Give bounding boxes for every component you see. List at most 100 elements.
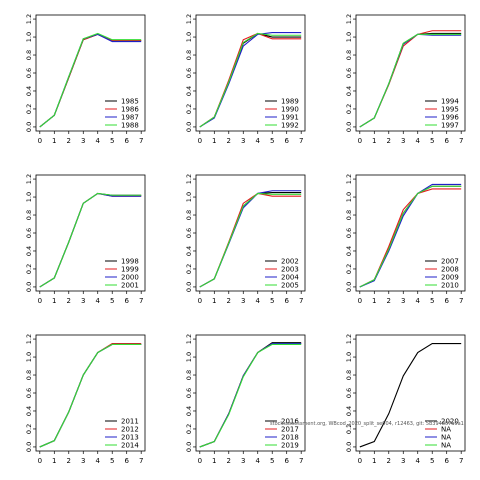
x-tick-label: 0	[198, 297, 202, 305]
x-tick-label: 2	[387, 137, 391, 145]
y-tick-label: 0.4	[25, 246, 33, 256]
legend-label: 1995	[441, 106, 459, 114]
legend-label: 2011	[121, 418, 139, 426]
chart-panel-7: 0 1 2 3 4 5 6 70.00.20.40.60.81.01.220112012201…	[25, 334, 146, 465]
y-tick-label: 0.4	[345, 86, 353, 96]
x-tick-label: 5	[430, 297, 434, 305]
x-tick-label: 6	[124, 297, 129, 305]
y-tick-label: 0.2	[25, 264, 33, 274]
series-line-2014	[39, 343, 142, 448]
x-tick-label: 5	[430, 137, 434, 145]
x-tick-label: 4	[96, 137, 101, 145]
chart-panel-3: 0 1 2 3 4 5 6 70.00.20.40.60.81.01.219941995199…	[345, 14, 466, 145]
x-tick-label: 5	[110, 297, 114, 305]
legend-label: 2010	[441, 282, 459, 290]
chart-panel-4: 0 1 2 3 4 5 6 70.00.20.40.60.81.01.219981999200…	[25, 174, 146, 305]
legend-label: 1987	[121, 114, 139, 122]
x-tick-label: 0	[198, 137, 202, 145]
legend-label: 2009	[441, 274, 459, 282]
y-tick-label: 0.0	[25, 122, 33, 132]
legend-label: 2000	[121, 274, 139, 282]
series-line-2019	[199, 343, 302, 448]
y-tick-label: 0.0	[185, 122, 193, 132]
x-tick-label: 5	[270, 297, 274, 305]
legend-label: 2012	[121, 426, 139, 434]
y-tick-label: 0.4	[185, 246, 193, 256]
y-tick-label: 0.0	[185, 442, 193, 452]
legend-label: 1999	[121, 266, 139, 274]
y-tick-label: 0.8	[345, 370, 353, 380]
x-tick-label: 3	[241, 137, 245, 145]
y-tick-label: 1.0	[25, 32, 33, 42]
x-tick-label: 0	[358, 457, 362, 465]
y-tick-label: 0.2	[185, 104, 193, 114]
y-tick-label: 1.0	[25, 352, 33, 362]
y-tick-label: 1.2	[185, 334, 193, 344]
y-tick-label: 1.2	[25, 14, 33, 24]
legend-label: NA	[441, 442, 451, 450]
y-tick-label: 0.6	[345, 68, 353, 78]
x-tick-label: 7	[459, 137, 463, 145]
x-tick-label: 3	[241, 457, 245, 465]
x-tick-label: 1	[212, 137, 216, 145]
y-tick-label: 0.8	[25, 370, 33, 380]
legend-label: 1998	[121, 258, 139, 266]
legend-label: 1989	[281, 98, 299, 106]
y-tick-label: 1.0	[345, 192, 353, 202]
x-tick-label: 3	[81, 457, 85, 465]
y-tick-label: 0.4	[185, 86, 193, 96]
legend-label: 2005	[281, 282, 299, 290]
legend-label: 2007	[441, 258, 459, 266]
x-tick-label: 4	[416, 457, 421, 465]
x-tick-label: 7	[459, 297, 463, 305]
x-tick-label: 7	[299, 297, 303, 305]
y-tick-label: 0.8	[185, 210, 193, 220]
y-tick-label: 0.6	[185, 388, 193, 398]
y-tick-label: 0.0	[345, 122, 353, 132]
x-tick-label: 3	[81, 297, 85, 305]
x-tick-label: 4	[416, 137, 421, 145]
y-tick-label: 0.2	[345, 264, 353, 274]
y-tick-label: 0.4	[345, 406, 353, 416]
y-tick-label: 0.6	[185, 228, 193, 238]
y-tick-label: 1.2	[185, 174, 193, 184]
y-tick-label: 0.8	[25, 210, 33, 220]
legend-label: 2001	[121, 282, 139, 290]
x-tick-label: 3	[401, 137, 405, 145]
x-tick-label: 6	[444, 457, 449, 465]
x-tick-label: 1	[372, 137, 376, 145]
x-tick-label: 7	[299, 137, 303, 145]
x-tick-label: 5	[430, 457, 434, 465]
legend-label: NA	[441, 434, 451, 442]
series-line-2005	[199, 192, 302, 288]
y-tick-label: 0.4	[345, 246, 353, 256]
x-tick-label: 2	[67, 457, 71, 465]
y-tick-label: 0.0	[25, 282, 33, 292]
x-tick-label: 6	[444, 297, 449, 305]
y-tick-label: 0.4	[185, 406, 193, 416]
y-tick-label: 0.0	[345, 282, 353, 292]
x-tick-label: 3	[81, 137, 85, 145]
legend-label: 1994	[441, 98, 459, 106]
x-tick-label: 3	[241, 297, 245, 305]
y-tick-label: 0.6	[25, 228, 33, 238]
y-tick-label: 1.2	[185, 14, 193, 24]
x-tick-label: 7	[459, 457, 463, 465]
y-tick-label: 0.6	[345, 228, 353, 238]
legend-label: 1990	[281, 106, 299, 114]
legend-label: 2017	[281, 426, 299, 434]
y-tick-label: 0.0	[345, 442, 353, 452]
x-tick-label: 1	[52, 297, 56, 305]
x-tick-label: 6	[124, 137, 129, 145]
legend-label: 2016	[281, 418, 299, 426]
x-tick-label: 4	[256, 137, 261, 145]
y-tick-label: 0.6	[185, 68, 193, 78]
y-tick-label: 1.2	[25, 174, 33, 184]
legend-label: NA	[441, 426, 451, 434]
y-tick-label: 0.0	[185, 282, 193, 292]
x-tick-label: 1	[52, 137, 56, 145]
x-tick-label: 7	[139, 137, 143, 145]
x-tick-label: 4	[256, 297, 261, 305]
chart-panel-5: 0 1 2 3 4 5 6 70.00.20.40.60.81.01.220022003200…	[185, 174, 306, 305]
